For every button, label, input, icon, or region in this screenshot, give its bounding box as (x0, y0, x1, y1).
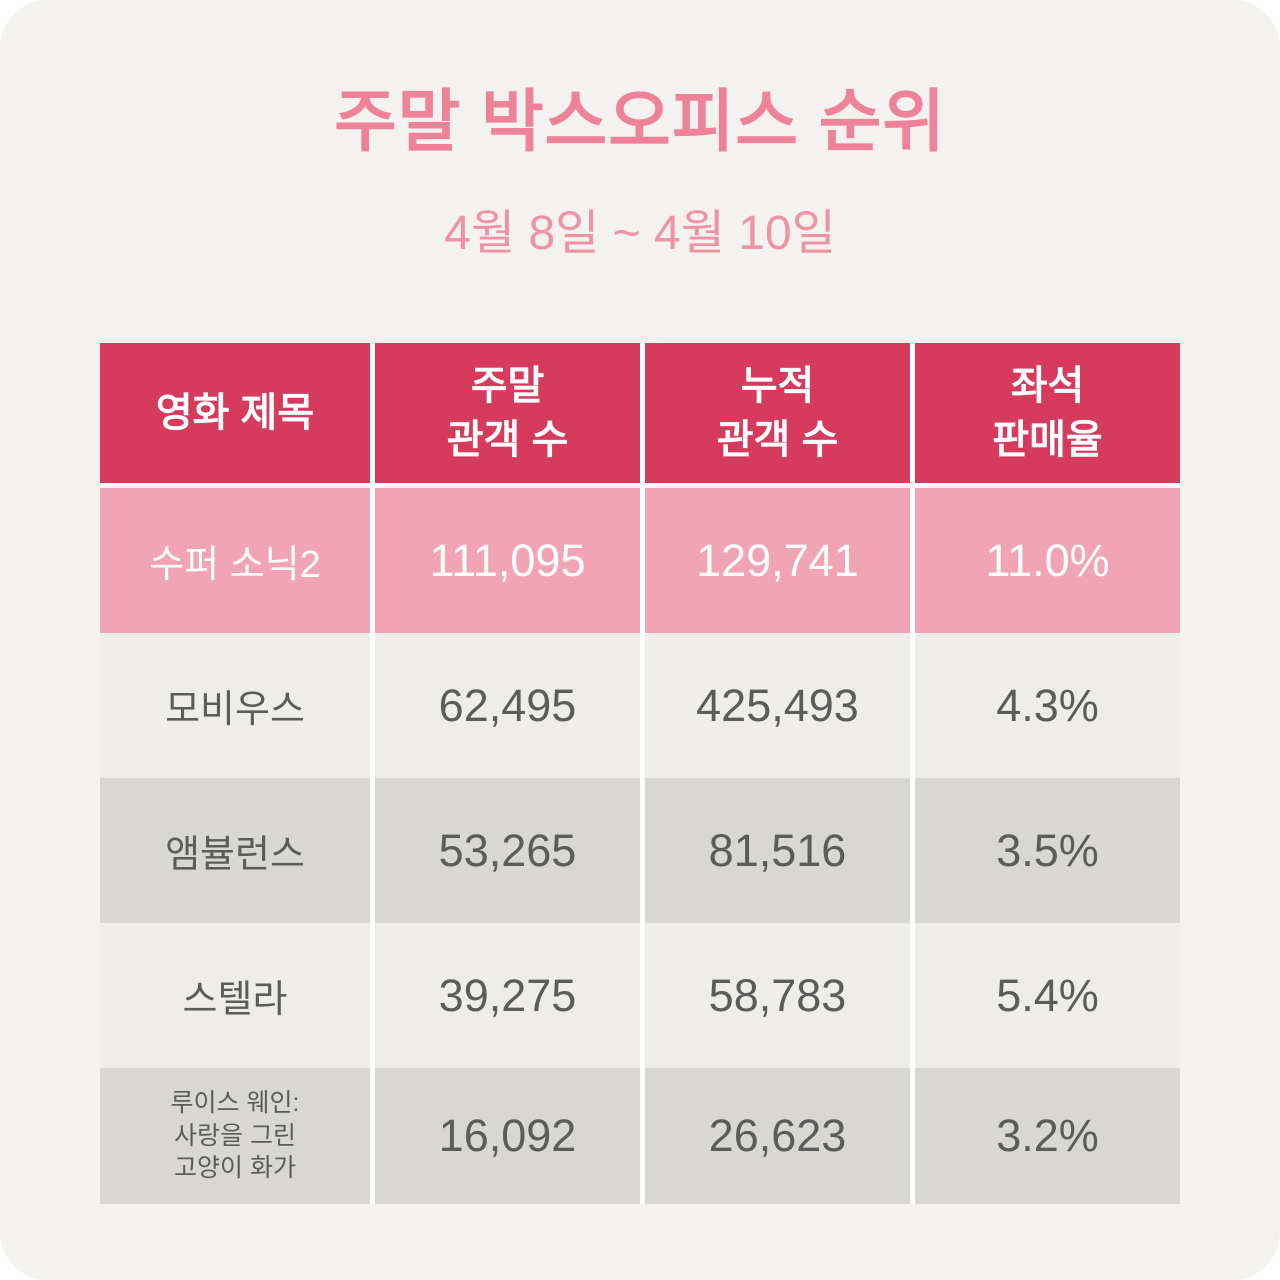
seat-sales-rate-cell: 11.0% (915, 488, 1180, 633)
seat-sales-rate-cell: 5.4% (915, 923, 1180, 1068)
cumulative-audience-cell: 425,493 (645, 633, 910, 778)
table-row-rank-5: 루이스 웨인: 사랑을 그린 고양이 화가 16,092 26,623 3.2% (100, 1068, 1180, 1204)
weekend-audience-cell: 111,095 (375, 488, 640, 633)
seat-sales-rate-cell: 4.3% (915, 633, 1180, 778)
movie-title-cell: 수퍼 소닉2 (100, 488, 370, 633)
seat-sales-rate-cell: 3.5% (915, 778, 1180, 923)
column-header-cumulative-audience: 누적 관객 수 (645, 343, 910, 483)
column-header-movie-title: 영화 제목 (100, 343, 370, 483)
page-title: 주말 박스오피스 순위 (334, 84, 946, 160)
column-header-weekend-audience: 주말 관객 수 (375, 343, 640, 483)
table-row-rank-2: 모비우스 62,495 425,493 4.3% (100, 633, 1180, 778)
cumulative-audience-cell: 129,741 (645, 488, 910, 633)
box-office-table: 영화 제목 주말 관객 수 누적 관객 수 좌석 판매율 수퍼 소닉2 111,… (100, 343, 1180, 1204)
movie-title-cell: 루이스 웨인: 사랑을 그린 고양이 화가 (100, 1068, 370, 1204)
table-row-rank-4: 스텔라 39,275 58,783 5.4% (100, 923, 1180, 1068)
cumulative-audience-cell: 81,516 (645, 778, 910, 923)
cumulative-audience-cell: 58,783 (645, 923, 910, 1068)
movie-title-cell: 스텔라 (100, 923, 370, 1068)
movie-title-cell: 모비우스 (100, 633, 370, 778)
seat-sales-rate-cell: 3.2% (915, 1068, 1180, 1204)
table-row-rank-1: 수퍼 소닉2 111,095 129,741 11.0% (100, 488, 1180, 633)
weekend-audience-cell: 53,265 (375, 778, 640, 923)
movie-title-cell: 앰뷸런스 (100, 778, 370, 923)
column-header-seat-sales-rate: 좌석 판매율 (915, 343, 1180, 483)
weekend-audience-cell: 39,275 (375, 923, 640, 1068)
weekend-audience-cell: 16,092 (375, 1068, 640, 1204)
table-row-rank-3: 앰뷸런스 53,265 81,516 3.5% (100, 778, 1180, 923)
weekend-audience-cell: 62,495 (375, 633, 640, 778)
cumulative-audience-cell: 26,623 (645, 1068, 910, 1204)
date-range-subtitle: 4월 8일 ~ 4월 10일 (444, 207, 836, 260)
table-header-row: 영화 제목 주말 관객 수 누적 관객 수 좌석 판매율 (100, 343, 1180, 483)
